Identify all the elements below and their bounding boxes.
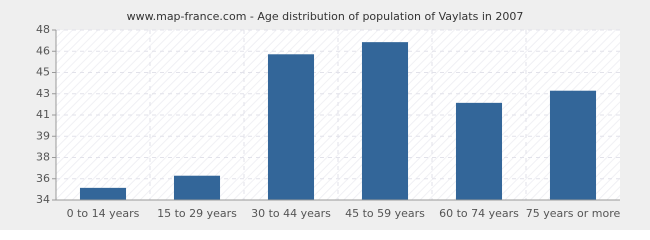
x-tick-label: 75 years or more bbox=[526, 207, 621, 220]
y-tick-label: 43 bbox=[36, 87, 50, 100]
x-tick-label: 30 to 44 years bbox=[251, 207, 331, 220]
y-tick-label: 34 bbox=[36, 193, 50, 206]
x-tick-label: 60 to 74 years bbox=[439, 207, 519, 220]
chart-title: www.map-france.com - Age distribution of… bbox=[127, 10, 524, 23]
bar bbox=[361, 42, 409, 201]
y-tick-label: 38 bbox=[36, 151, 50, 164]
bar bbox=[549, 90, 597, 200]
bar bbox=[267, 54, 315, 201]
y-tick-label: 45 bbox=[36, 66, 50, 79]
y-tick-label: 41 bbox=[36, 108, 50, 121]
chart: www.map-france.com - Age distribution of… bbox=[0, 0, 650, 230]
x-tick-label: 45 to 59 years bbox=[345, 207, 425, 220]
bar bbox=[79, 187, 127, 200]
y-tick-label: 48 bbox=[36, 23, 50, 36]
y-tick-label: 39 bbox=[36, 129, 50, 142]
y-tick-label: 36 bbox=[36, 172, 50, 185]
bar bbox=[455, 102, 503, 200]
x-tick-label: 0 to 14 years bbox=[67, 207, 140, 220]
bar bbox=[173, 175, 221, 200]
x-tick-label: 15 to 29 years bbox=[157, 207, 237, 220]
y-tick-label: 46 bbox=[36, 44, 50, 57]
